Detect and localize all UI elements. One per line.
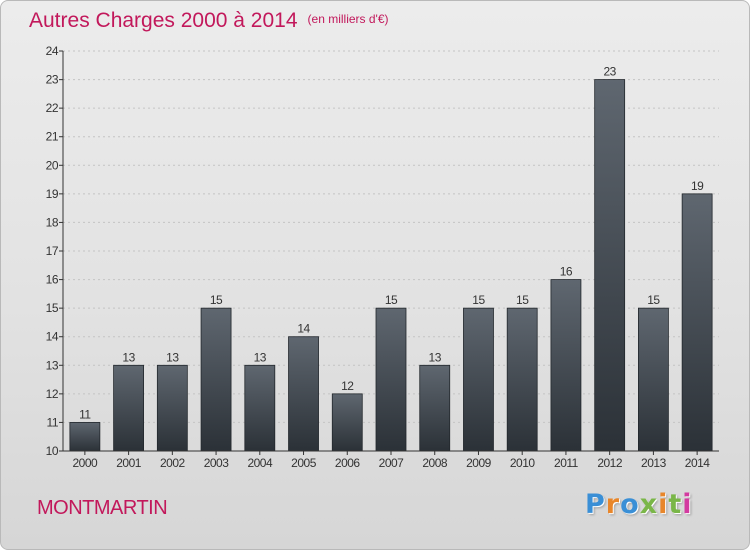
data-label: 13 [122, 350, 135, 364]
bar-2013 [638, 308, 669, 451]
x-tick-label: 2012 [597, 456, 623, 470]
data-label: 15 [647, 293, 660, 307]
bar-2000 [69, 422, 100, 451]
logo-letter: t [668, 489, 683, 520]
axes: 10 11 12 13 14 15 16 17 18 19 20 21 22 23 24 2000 2001 20… [46, 44, 719, 470]
y-tick-label: 22 [46, 101, 59, 115]
y-tick-label: 12 [46, 387, 59, 401]
bar-2002 [157, 365, 188, 451]
data-label: 15 [210, 293, 223, 307]
bar-2011 [550, 279, 581, 451]
data-label: 15 [472, 293, 485, 307]
y-tick-label: 18 [46, 215, 59, 229]
logo-letter: P [585, 489, 606, 520]
data-label: 15 [516, 293, 529, 307]
y-tick-label: 19 [46, 187, 59, 201]
bar-2009 [463, 308, 494, 451]
y-tick-label: 20 [46, 158, 59, 172]
data-label: 13 [254, 350, 267, 364]
x-tick-label: 2000 [73, 456, 99, 470]
x-tick-label: 2014 [685, 456, 711, 470]
data-label: 19 [691, 179, 704, 193]
data-label: 16 [560, 265, 573, 279]
x-tick-label: 2010 [510, 456, 536, 470]
bar-2001 [113, 365, 144, 451]
bars: 11 13 13 15 13 14 12 15 13 15 15 16 23 15 19 [69, 65, 713, 452]
y-tick-label: 10 [46, 444, 59, 458]
bar-2014 [682, 193, 713, 451]
y-tick-label: 21 [46, 130, 59, 144]
y-tick-label: 16 [46, 273, 59, 287]
y-tick-label: 11 [47, 415, 59, 429]
logo-letter: i [658, 489, 669, 520]
logo-letter: r [605, 489, 621, 520]
logo-letter: i [682, 489, 693, 520]
bar-2012 [594, 79, 625, 452]
data-label: 11 [79, 407, 91, 421]
data-label: 12 [341, 379, 354, 393]
x-tick-label: 2003 [204, 456, 230, 470]
y-tick-label: 13 [46, 358, 59, 372]
data-label: 13 [166, 350, 179, 364]
location-name: MONTMARTIN [37, 497, 168, 519]
bar-2010 [507, 308, 538, 451]
y-tick-label: 14 [46, 330, 59, 344]
x-tick-label: 2004 [247, 456, 273, 470]
y-tick-label: 24 [46, 44, 59, 58]
y-tick-label: 17 [46, 244, 59, 258]
y-tick-label: 15 [46, 301, 59, 315]
bar-2008 [419, 365, 450, 451]
x-tick-label: 2009 [466, 456, 492, 470]
bar-2006 [332, 393, 363, 451]
x-tick-label: 2008 [422, 456, 448, 470]
data-label: 23 [603, 65, 616, 79]
x-tick-label: 2013 [641, 456, 667, 470]
x-tick-label: 2002 [160, 456, 186, 470]
data-label: 15 [385, 293, 398, 307]
chart-title: Autres Charges 2000 à 2014 (en milliers d… [29, 9, 389, 33]
logo-letter: x [639, 489, 659, 520]
logo-letter: o [620, 489, 640, 520]
bar-2003 [201, 308, 232, 451]
bar-2007 [376, 308, 406, 451]
data-label: 14 [297, 322, 310, 336]
bar-2004 [244, 365, 275, 451]
chart-subtitle: (en milliers d'€) [307, 12, 389, 26]
data-label: 13 [429, 350, 442, 364]
y-tick-label: 23 [46, 73, 59, 87]
x-tick-label: 2011 [554, 456, 579, 470]
x-tick-label: 2007 [379, 456, 405, 470]
x-tick-label: 2006 [335, 456, 361, 470]
chart-title-text: Autres Charges 2000 à 2014 [29, 9, 298, 32]
x-tick-label: 2001 [116, 456, 142, 470]
proxiti-logo: Proxiti [585, 489, 693, 520]
x-tick-label: 2005 [291, 456, 317, 470]
bar-2005 [288, 336, 319, 451]
